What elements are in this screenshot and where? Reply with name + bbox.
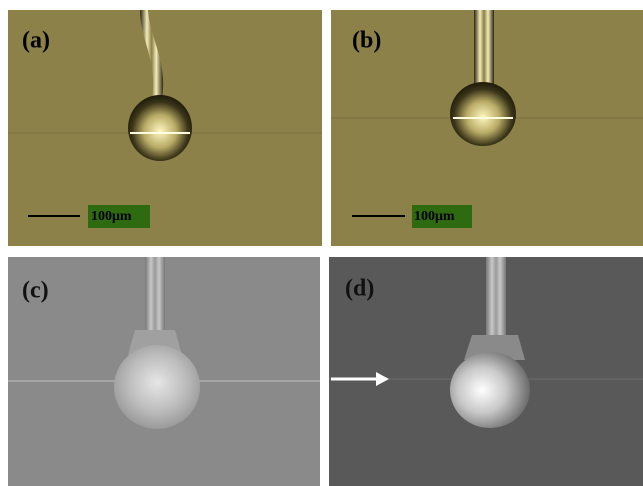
tube [145, 257, 165, 332]
scale-box [88, 205, 150, 228]
droplet [450, 352, 530, 428]
droplet [450, 82, 516, 146]
tube [474, 10, 494, 85]
arrow-head [376, 372, 389, 386]
panel-label: (c) [22, 278, 49, 304]
scale-box [412, 205, 472, 228]
scale-text: 100μm [91, 209, 132, 224]
scale-text: 100μm [414, 209, 455, 224]
tube [140, 10, 164, 100]
droplet [114, 345, 200, 429]
panel-label: (b) [352, 28, 381, 54]
panel-label: (a) [22, 28, 50, 54]
panel-label: (d) [345, 276, 374, 302]
tube [486, 257, 506, 337]
droplet [128, 95, 192, 161]
